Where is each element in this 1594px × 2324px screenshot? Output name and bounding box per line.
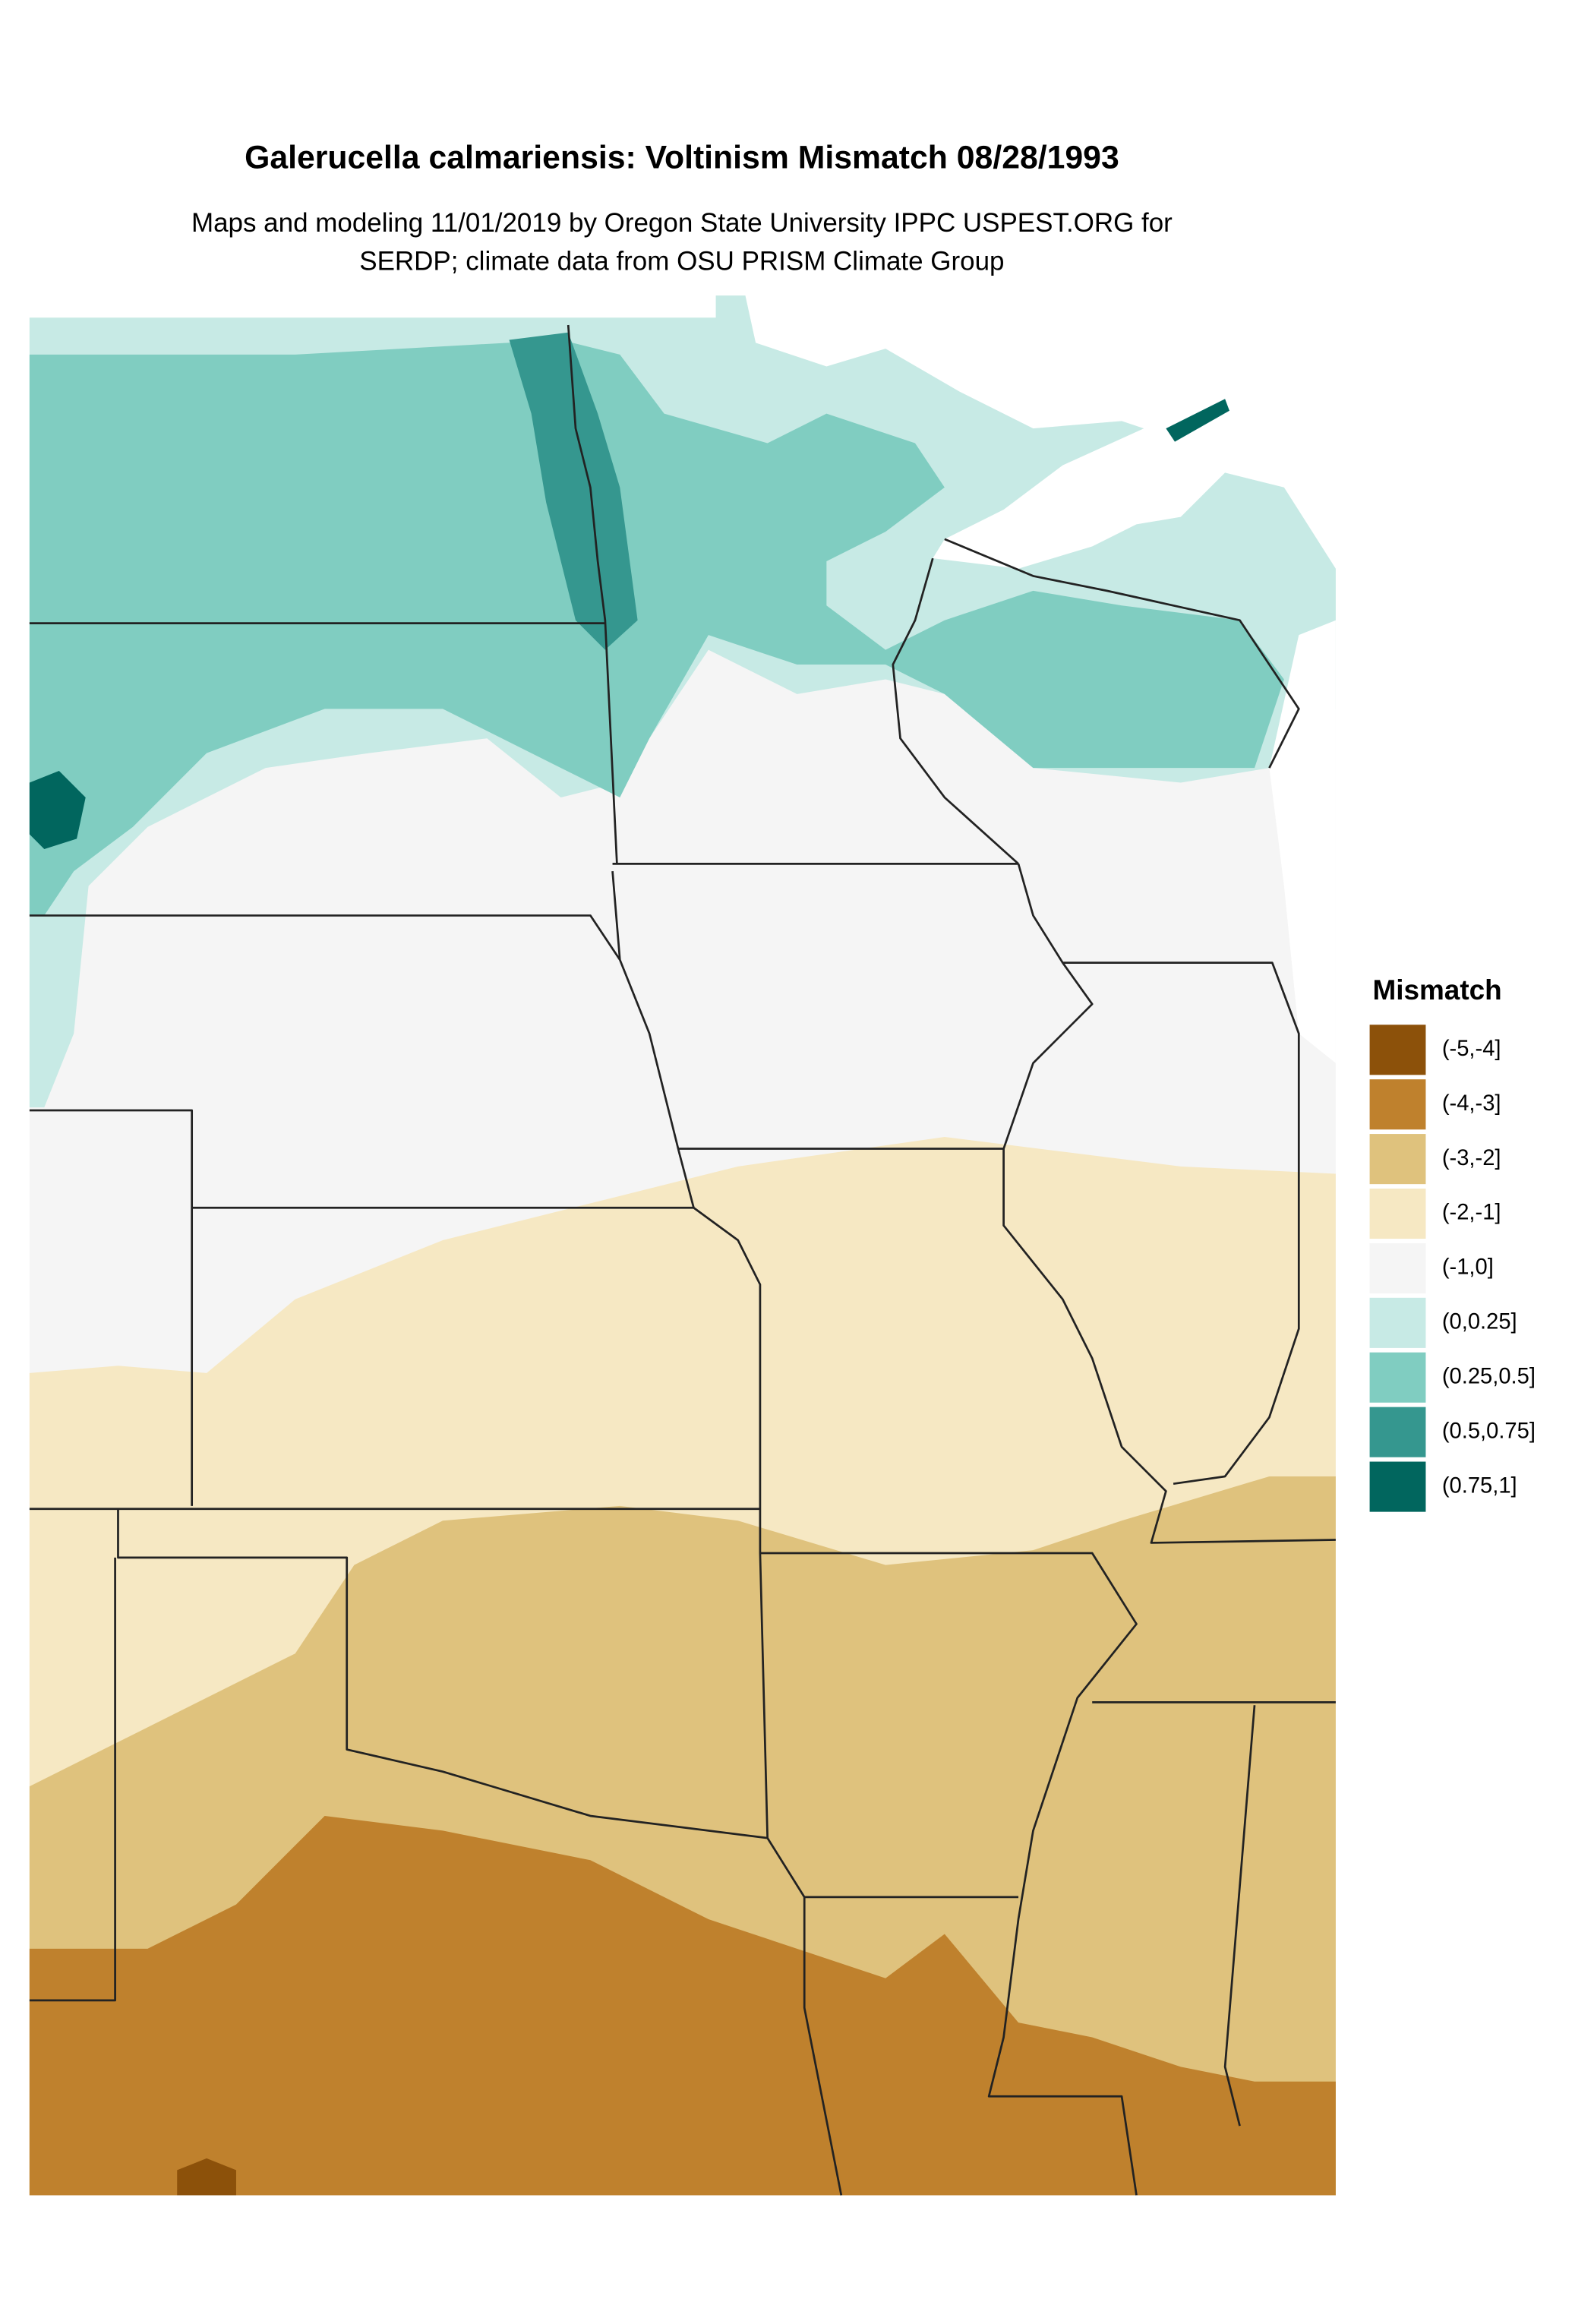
state-border — [29, 324, 1336, 2196]
subtitle: Maps and modeling 11/01/2019 by Oregon S… — [191, 208, 1173, 238]
legend-swatch — [1369, 1352, 1426, 1403]
legend-label: (-1,0] — [1442, 1255, 1494, 1280]
map-region — [29, 1815, 1336, 2196]
legend-label: (0.25,0.5] — [1442, 1364, 1536, 1388]
legend-label: (0.75,1] — [1442, 1473, 1517, 1498]
legend-swatch — [1369, 1079, 1426, 1130]
legend-swatch — [1369, 1297, 1426, 1348]
legend-swatch — [1369, 1407, 1426, 1457]
legend-label: (0.5,0.75] — [1442, 1419, 1536, 1443]
legend-label: (0,0.25] — [1442, 1310, 1517, 1334]
legend-swatch — [1369, 1461, 1426, 1512]
map-region — [177, 2158, 236, 2196]
subtitle: SERDP; climate data from OSU PRISM Clima… — [359, 247, 1004, 276]
map-region — [29, 339, 1284, 916]
legend-label: (-5,-4] — [1442, 1037, 1501, 1061]
legend-label: (-4,-3] — [1442, 1091, 1501, 1116]
map-region — [509, 332, 638, 650]
title: Galerucella calmariensis: Voltinism Mism… — [245, 140, 1119, 176]
water — [1269, 620, 1336, 1063]
map-region — [29, 770, 86, 849]
legend-label: (-2,-1] — [1442, 1201, 1501, 1225]
legend-label: (-3,-2] — [1442, 1146, 1501, 1170]
map-region — [1166, 399, 1229, 442]
legend: (-5,-4] (-4,-3] (-3,-2] (-2,-1] (-1,0] (0,0.2… — [1369, 1025, 1536, 1512]
legend-swatch — [1369, 1134, 1426, 1185]
state-borders — [29, 324, 1336, 2196]
legend-title: Mismatch — [1372, 974, 1501, 1006]
map-regions — [29, 295, 1336, 2196]
legend-swatch — [1369, 1025, 1426, 1075]
legend-swatch — [1369, 1188, 1426, 1239]
legend-swatch — [1369, 1243, 1426, 1293]
